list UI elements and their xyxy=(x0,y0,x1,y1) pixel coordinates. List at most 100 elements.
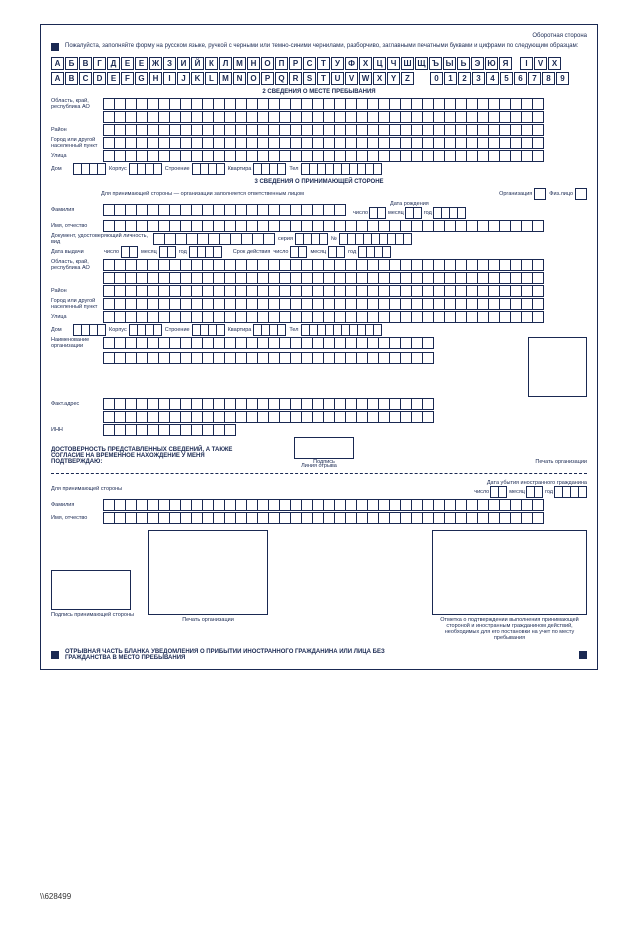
field-vy[interactable] xyxy=(359,246,391,258)
label-kv: Квартира xyxy=(228,166,252,172)
field-bm[interactable] xyxy=(527,486,543,498)
host-sig-box[interactable] xyxy=(51,570,131,610)
lbl-y: год xyxy=(424,210,432,216)
stamp-box2 xyxy=(148,530,268,615)
label-district3: Район xyxy=(51,288,101,294)
field-tel[interactable] xyxy=(302,163,382,175)
label-bsig: Подпись принимающей стороны xyxy=(51,612,134,618)
label-bfam: Фамилия xyxy=(51,502,101,508)
field-str3[interactable] xyxy=(193,324,225,336)
footer-title: ОТРЫВНАЯ ЧАСТЬ БЛАНКА УВЕДОМЛЕНИЯ О ПРИБ… xyxy=(65,649,425,661)
field-district[interactable] xyxy=(104,124,544,136)
field-house3[interactable] xyxy=(74,324,106,336)
label-str: Строение xyxy=(165,166,190,172)
label-house: Дом xyxy=(51,166,71,172)
field-street3[interactable] xyxy=(104,311,544,323)
mark-box xyxy=(432,530,587,615)
label-bstamp: Печать организации xyxy=(148,617,268,623)
field-city3[interactable] xyxy=(104,298,544,310)
label-inn: ИНН xyxy=(51,427,101,433)
instructions: Пожалуйста, заполняйте форму на русском … xyxy=(65,43,587,49)
marker-square2 xyxy=(51,651,59,659)
lbl-d: число xyxy=(353,210,368,216)
field-ser[interactable] xyxy=(296,233,328,245)
confirm-text: ДОСТОВЕРНОСТЬ ПРЕДСТАВЛЕННЫХ СВЕДЕНИЙ, А… xyxy=(51,447,251,465)
label-city: Город или другой населенный пункт xyxy=(51,137,101,149)
label-valid: Срок действия xyxy=(233,249,271,255)
field-inn[interactable] xyxy=(104,424,236,436)
sample-cyrillic: АБВГДЕЕЖЗИЙКЛМНОПРСТУФХЦЧШЩЪЫЬЭЮЯIVX xyxy=(51,57,587,70)
stamp-box xyxy=(528,337,587,397)
field-addr[interactable] xyxy=(104,398,434,410)
field-district3[interactable] xyxy=(104,285,544,297)
field-korp3[interactable] xyxy=(130,324,162,336)
field-kv[interactable] xyxy=(254,163,286,175)
label-house3: Дом xyxy=(51,327,71,333)
label-bname: Имя, отчество xyxy=(51,515,101,521)
s3-note: Для принимающей стороны — организации за… xyxy=(101,191,304,197)
field-d[interactable] xyxy=(370,207,386,219)
field-orgname[interactable] xyxy=(104,337,434,349)
label-region: Область, край, республика АО xyxy=(51,98,101,110)
label-fiz: Физ.лицо xyxy=(549,191,573,197)
lbl-d3: число xyxy=(273,249,288,255)
field-m[interactable] xyxy=(406,207,422,219)
lbl-y3: год xyxy=(348,249,356,255)
label-doc: Документ, удостоверяющий личность, вид xyxy=(51,233,151,245)
lbl-bm: месяц xyxy=(509,489,525,495)
label-stamp: Печать организации xyxy=(535,459,587,465)
field-doc[interactable] xyxy=(154,233,275,245)
field-city[interactable] xyxy=(104,137,544,149)
field-fam[interactable] xyxy=(104,204,346,216)
form-page: Оборотная сторона Пожалуйста, заполняйте… xyxy=(40,24,598,670)
field-orgname2[interactable] xyxy=(104,352,434,364)
field-region[interactable] xyxy=(104,98,544,110)
field-region3b[interactable] xyxy=(104,272,544,284)
label-korp3: Корпус xyxy=(109,327,127,333)
field-im[interactable] xyxy=(160,246,176,258)
field-no[interactable] xyxy=(340,233,412,245)
field-region3[interactable] xyxy=(104,259,544,271)
field-addr2[interactable] xyxy=(104,411,434,423)
field-bname[interactable] xyxy=(104,512,544,524)
marker-square xyxy=(51,43,59,51)
lbl-by: год xyxy=(545,489,553,495)
field-korp[interactable] xyxy=(130,163,162,175)
label-name: Имя, отчество xyxy=(51,223,101,229)
label-tel3: Тел xyxy=(289,327,298,333)
field-y[interactable] xyxy=(434,207,466,219)
field-region2[interactable] xyxy=(104,111,544,123)
tear-line xyxy=(51,473,587,474)
label-region3: Область, край, республика АО xyxy=(51,259,101,271)
field-iy[interactable] xyxy=(190,246,222,258)
field-house[interactable] xyxy=(74,163,106,175)
field-id[interactable] xyxy=(122,246,138,258)
field-str[interactable] xyxy=(193,163,225,175)
chk-org[interactable] xyxy=(535,188,546,200)
label-korp: Корпус xyxy=(109,166,127,172)
label-tel: Тел xyxy=(289,166,298,172)
chk-fiz[interactable] xyxy=(576,188,587,200)
field-by[interactable] xyxy=(555,486,587,498)
field-street[interactable] xyxy=(104,150,544,162)
label-str3: Строение xyxy=(165,327,190,333)
field-vd[interactable] xyxy=(291,246,307,258)
bottom-host: Для принимающей стороны xyxy=(51,486,122,492)
section3-title: 3 СВЕДЕНИЯ О ПРИНИМАЮЩЕЙ СТОРОНЕ xyxy=(51,179,587,185)
sample-latin: ABCDEFGHIJKLMNOPQRSTUVWXYZ0123456789 xyxy=(51,72,587,85)
signature-box[interactable] xyxy=(294,437,354,459)
lbl-m2: месяц xyxy=(141,249,157,255)
section2-title: 2 СВЕДЕНИЯ О МЕСТЕ ПРЕБЫВАНИЯ xyxy=(51,89,587,95)
label-addr: Факт.адрес xyxy=(51,401,101,407)
field-bd[interactable] xyxy=(491,486,507,498)
label-issued: Дата выдачи xyxy=(51,249,101,255)
field-tel3[interactable] xyxy=(302,324,382,336)
lbl-d2: число xyxy=(104,249,119,255)
field-bfam[interactable] xyxy=(104,499,544,511)
field-name[interactable] xyxy=(104,220,544,232)
marker-square3 xyxy=(579,651,587,659)
label-city3: Город или другой населенный пункт xyxy=(51,298,101,310)
field-vm[interactable] xyxy=(329,246,345,258)
lbl-y2: год xyxy=(179,249,187,255)
field-kv3[interactable] xyxy=(254,324,286,336)
